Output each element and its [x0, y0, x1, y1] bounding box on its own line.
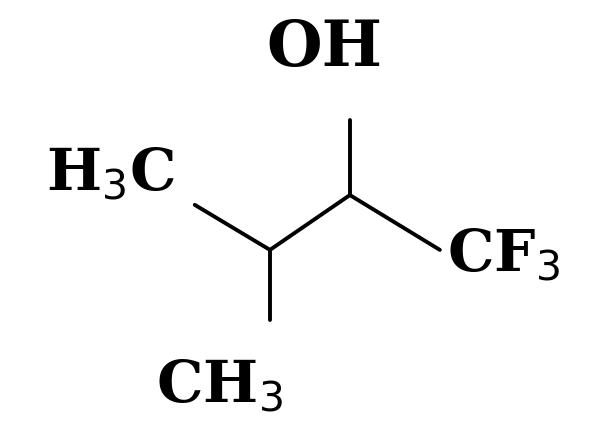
Text: H$_{3}$C: H$_{3}$C	[46, 145, 175, 202]
Text: OH: OH	[266, 17, 382, 79]
Text: CH$_{3}$: CH$_{3}$	[156, 357, 282, 414]
Text: CF$_{3}$: CF$_{3}$	[447, 227, 560, 283]
